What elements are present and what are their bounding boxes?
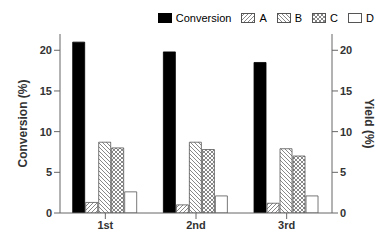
svg-text:20: 20	[340, 44, 352, 56]
svg-text:10: 10	[340, 126, 352, 138]
svg-text:15: 15	[340, 85, 352, 97]
svg-text:5: 5	[340, 166, 346, 178]
svg-text:Yield (%): Yield (%)	[362, 98, 376, 148]
svg-text:0: 0	[46, 207, 52, 219]
html-text:B: B	[294, 12, 303, 24]
svg-text:3rd: 3rd	[278, 219, 295, 231]
html-text:C: C	[330, 12, 338, 24]
svg-text:1st: 1st	[97, 219, 113, 231]
svg-text:5: 5	[46, 166, 52, 178]
html-text:D: D	[366, 12, 374, 24]
svg-text:2nd: 2nd	[186, 219, 206, 231]
svg-text:10: 10	[40, 126, 52, 138]
svg-text:20: 20	[40, 44, 52, 56]
svg-text:0: 0	[340, 207, 346, 219]
svg-text:Conversion (%): Conversion (%)	[16, 79, 30, 167]
svg-text:15: 15	[40, 85, 52, 97]
html-text:A: A	[259, 12, 267, 24]
html-text:Conversion: Conversion	[175, 12, 232, 24]
